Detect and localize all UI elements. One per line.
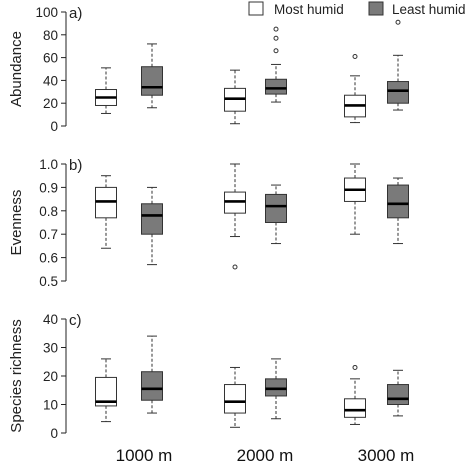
y-tick-label: 0.5 xyxy=(39,274,58,289)
y-tick-label: 0.9 xyxy=(39,180,58,195)
legend-label-least-humid: Least humid xyxy=(392,2,466,17)
y-tick-label: 10 xyxy=(43,398,58,413)
y-tick-label: 0.7 xyxy=(39,227,58,242)
box-least-humid-0 xyxy=(141,186,163,266)
panel-label: b) xyxy=(69,157,82,174)
y-tick-label: 40 xyxy=(43,312,58,327)
box-most-humid-1 xyxy=(224,69,246,125)
y-tick-label: 20 xyxy=(43,369,58,384)
panels: 020406080100Abundancea)0.50.60.70.80.91.… xyxy=(8,5,409,441)
y-tick-label: 0.6 xyxy=(39,251,58,266)
y-tick-label: 40 xyxy=(43,73,58,88)
y-tick-label: 0.8 xyxy=(39,204,58,219)
y-axis-label: Abundance xyxy=(8,31,25,107)
box-least-humid-0 xyxy=(141,43,163,109)
category-label-3000m: 3000 m xyxy=(358,446,415,465)
box-iqr xyxy=(387,384,409,405)
panel-abundance: 0 20 40 60 80 100 Abundance a) xyxy=(8,5,409,134)
panel-species-richness: 0 10 20 30 40 Species richness c) xyxy=(8,312,409,441)
panel-label: c) xyxy=(69,312,82,329)
box-iqr xyxy=(141,66,163,96)
box-most-humid-0 xyxy=(95,358,117,423)
box-iqr xyxy=(265,193,287,223)
x-axis-categories: 1000 m 2000 m 3000 m xyxy=(116,446,415,465)
box-most-humid-0 xyxy=(95,67,117,114)
y-tick-label: 100 xyxy=(35,5,58,20)
y-tick-label: 1.0 xyxy=(39,157,58,172)
outlier-point xyxy=(232,264,238,270)
y-tick-label: 20 xyxy=(43,96,58,111)
box-iqr xyxy=(387,184,409,219)
box-iqr xyxy=(265,378,287,397)
legend: Most humid Least humid xyxy=(248,1,466,17)
outlier-point xyxy=(395,19,401,25)
box-most-humid-1 xyxy=(224,163,246,270)
box-least-humid-2 xyxy=(387,177,409,245)
box-most-humid-2 xyxy=(344,163,366,235)
box-most-humid-2 xyxy=(344,53,366,124)
y-tick-label: 60 xyxy=(43,51,58,66)
legend-swatch-least-humid xyxy=(368,1,384,16)
box-most-humid-2 xyxy=(344,364,366,425)
box-most-humid-0 xyxy=(95,175,117,249)
y-tick-label: 80 xyxy=(43,28,58,43)
y-tick-label: 0 xyxy=(50,426,58,441)
legend-swatch-most-humid xyxy=(248,1,264,16)
box-iqr xyxy=(344,398,366,418)
outlier-point xyxy=(273,35,279,41)
legend-label-most-humid: Most humid xyxy=(274,2,344,17)
panel-label: a) xyxy=(69,5,82,22)
box-least-humid-0 xyxy=(141,335,163,414)
outlier-point xyxy=(273,26,279,32)
category-label-1000m: 1000 m xyxy=(116,446,173,465)
y-tick-label: 30 xyxy=(43,341,58,356)
outlier-point xyxy=(273,48,279,54)
y-axis-label: Species richness xyxy=(8,319,25,432)
box-least-humid-2 xyxy=(387,19,409,111)
box-least-humid-1 xyxy=(265,184,287,245)
box-most-humid-1 xyxy=(224,366,246,428)
box-least-humid-2 xyxy=(387,369,409,417)
box-iqr xyxy=(95,376,117,407)
category-label-2000m: 2000 m xyxy=(237,446,294,465)
panel-evenness: 0.5 0.6 0.7 0.8 0.9 1.0 Evenness b) xyxy=(8,157,409,289)
box-iqr xyxy=(141,371,163,401)
box-least-humid-1 xyxy=(265,358,287,420)
y-axis-label: Evenness xyxy=(8,190,25,256)
y-tick-label: 0 xyxy=(50,119,58,134)
outlier-point xyxy=(352,53,358,59)
box-iqr xyxy=(141,203,163,235)
box-iqr xyxy=(387,81,409,104)
box-least-humid-1 xyxy=(265,26,287,103)
box-iqr xyxy=(224,384,246,414)
box-iqr xyxy=(265,78,287,95)
outlier-point xyxy=(352,364,358,370)
